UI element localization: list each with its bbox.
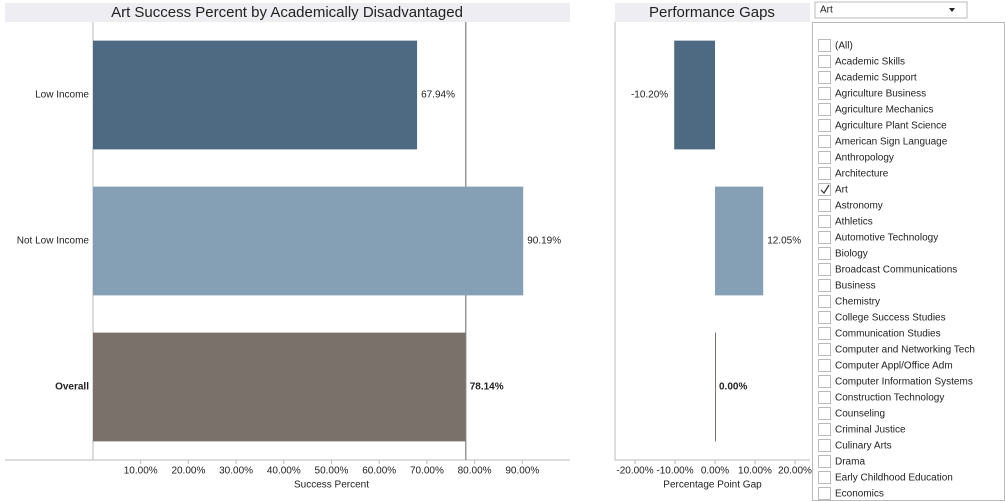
x-tick-label: 10.00%: [738, 466, 772, 477]
checkbox[interactable]: [818, 327, 831, 340]
checkbox[interactable]: [818, 247, 831, 260]
filter-item[interactable]: Computer Appl/Office Adm: [835, 361, 953, 372]
filter-item[interactable]: Broadcast Communications: [835, 265, 957, 276]
chart-title: Performance Gaps: [649, 4, 775, 21]
value-label: 12.05%: [767, 236, 801, 247]
checkbox[interactable]: [818, 439, 831, 452]
checkbox[interactable]: [818, 311, 831, 324]
checkbox[interactable]: [818, 455, 831, 468]
filter-item[interactable]: Early Childhood Education: [835, 473, 953, 484]
title-bar: [615, 3, 810, 22]
filter-item[interactable]: Academic Support: [835, 73, 917, 84]
x-tick-label: 30.00%: [219, 466, 253, 477]
value-label: 90.19%: [527, 236, 561, 247]
filter-item[interactable]: Computer and Networking Tech: [835, 345, 975, 356]
x-axis-title: Percentage Point Gap: [663, 480, 762, 491]
checkbox[interactable]: [818, 231, 831, 244]
dropdown[interactable]: [814, 1, 968, 19]
filter-item[interactable]: Anthropology: [835, 153, 894, 164]
value-label: -10.20%: [631, 90, 668, 101]
filter-item[interactable]: Construction Technology: [835, 393, 944, 404]
checkbox[interactable]: [818, 407, 831, 420]
checkbox[interactable]: [818, 135, 831, 148]
filter-item[interactable]: Computer Information Systems: [835, 377, 973, 388]
filter-item[interactable]: Communication Studies: [835, 329, 941, 340]
checkbox[interactable]: [818, 215, 831, 228]
filter-item[interactable]: Economics: [835, 489, 884, 500]
dropdown-arrow: [949, 8, 955, 12]
value-label: 78.14%: [470, 382, 504, 393]
checkmark: [820, 184, 830, 194]
checkbox[interactable]: [818, 391, 831, 404]
checkbox[interactable]: [818, 279, 831, 292]
bar: [715, 332, 716, 442]
filter-item[interactable]: Astronomy: [835, 201, 883, 212]
x-tick-label: 20.00%: [778, 466, 812, 477]
checkbox[interactable]: [818, 119, 831, 132]
checkbox[interactable]: [818, 199, 831, 212]
filter-item[interactable]: Business: [835, 281, 876, 292]
filter-item[interactable]: Agriculture Plant Science: [835, 121, 947, 132]
x-axis-title: Success Percent: [294, 480, 369, 491]
category-label: Overall: [55, 382, 89, 393]
filter-item[interactable]: Criminal Justice: [835, 425, 906, 436]
checkbox[interactable]: [818, 375, 831, 388]
value-label: 0.00%: [719, 382, 747, 393]
checkbox[interactable]: [818, 487, 831, 500]
checkbox[interactable]: [818, 87, 831, 100]
checkbox[interactable]: [818, 471, 831, 484]
filter-item[interactable]: American Sign Language: [835, 137, 948, 148]
x-tick-label: 70.00%: [410, 466, 444, 477]
bar: [93, 40, 418, 150]
filter-item[interactable]: Biology: [835, 249, 868, 260]
bar: [674, 40, 715, 150]
x-tick-label: 90.00%: [505, 466, 539, 477]
x-tick-label: 60.00%: [362, 466, 396, 477]
checkbox[interactable]: [818, 263, 831, 276]
filter-item[interactable]: Automotive Technology: [835, 233, 938, 244]
x-tick-label: -20.00%: [616, 466, 653, 477]
checkbox[interactable]: [818, 343, 831, 356]
category-label: Not Low Income: [17, 236, 90, 247]
filter-item[interactable]: College Success Studies: [835, 313, 946, 324]
checkbox[interactable]: [818, 55, 831, 68]
filter-item[interactable]: Drama: [835, 457, 865, 468]
bar: [93, 332, 466, 442]
x-tick-label: 50.00%: [315, 466, 349, 477]
filter-item[interactable]: Athletics: [835, 217, 873, 228]
dropdown-value: Art: [820, 5, 833, 16]
filter-item[interactable]: Art: [835, 185, 848, 196]
checkbox[interactable]: [818, 423, 831, 436]
filter-list: [812, 22, 1005, 501]
checkbox[interactable]: [818, 103, 831, 116]
checkbox[interactable]: [818, 71, 831, 84]
bar: [93, 186, 524, 296]
chart-title: Art Success Percent by Academically Disa…: [111, 4, 463, 21]
x-tick-label: 10.00%: [124, 466, 158, 477]
checkbox[interactable]: [818, 167, 831, 180]
filter-item[interactable]: Academic Skills: [835, 57, 905, 68]
filter-item[interactable]: (All): [835, 41, 853, 52]
x-tick-label: -10.00%: [656, 466, 693, 477]
filter-item[interactable]: Agriculture Business: [835, 89, 926, 100]
x-tick-label: 80.00%: [458, 466, 492, 477]
checkbox[interactable]: [818, 39, 831, 52]
filter-item[interactable]: Agriculture Mechanics: [835, 105, 933, 116]
filter-item[interactable]: Culinary Arts: [835, 441, 892, 452]
value-label: 67.94%: [421, 90, 455, 101]
filter-item[interactable]: Chemistry: [835, 297, 880, 308]
checkbox[interactable]: [818, 359, 831, 372]
checkbox[interactable]: [818, 151, 831, 164]
x-tick-label: 20.00%: [171, 466, 205, 477]
filter-item[interactable]: Counseling: [835, 409, 885, 420]
title-bar: [5, 3, 570, 22]
x-tick-label: 0.00%: [701, 466, 729, 477]
filter-item[interactable]: Architecture: [835, 169, 889, 180]
category-label: Low Income: [35, 90, 89, 101]
x-tick-label: 40.00%: [267, 466, 301, 477]
bar: [715, 186, 764, 296]
checkbox[interactable]: [818, 295, 831, 308]
